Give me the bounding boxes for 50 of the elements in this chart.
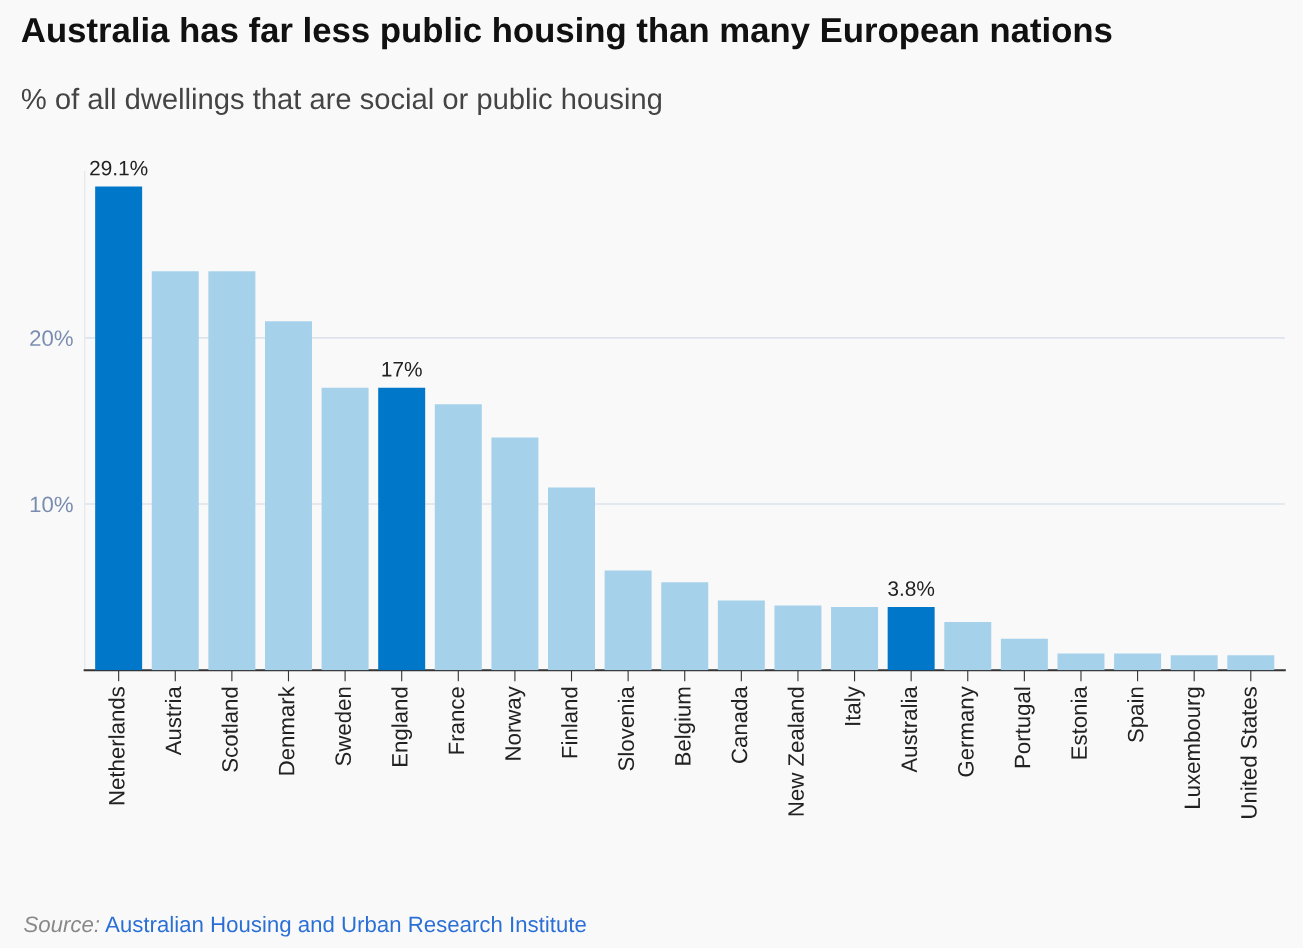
bar: [1170, 655, 1218, 671]
bar: [95, 186, 143, 671]
x-tick-label: Norway: [505, 686, 526, 760]
x-tick-label: Scotland: [221, 687, 238, 772]
bar: [264, 321, 312, 671]
bar: [208, 271, 256, 671]
data-label: 17%: [382, 361, 422, 377]
bar: [944, 622, 992, 671]
x-tick-label: Finland: [561, 687, 578, 758]
bar: [1227, 655, 1275, 671]
bar: [774, 605, 822, 671]
x-tick-label: Spain: [1127, 687, 1148, 743]
x-tick-label: France: [448, 687, 465, 754]
x-tick-label: Sweden: [334, 687, 352, 766]
bar: [1000, 638, 1048, 671]
x-tick-label: Germany: [957, 686, 979, 777]
x-tick-label: Luxembourg: [1183, 687, 1205, 808]
x-tick-label: Denmark: [278, 686, 295, 775]
bar: [1057, 653, 1105, 671]
bar: [321, 387, 369, 671]
x-tick-label: Australia: [900, 686, 918, 773]
bar: [887, 607, 935, 671]
x-tick-label: England: [391, 687, 413, 766]
x-tick-label: Austria: [164, 686, 182, 756]
x-tick-label: Belgium: [674, 687, 696, 765]
x-tick-label: Slovenia: [617, 686, 635, 771]
x-tick-label: New Zealand: [787, 687, 804, 816]
x-tick-label: Estonia: [1070, 686, 1087, 759]
x-tick-label: Canada: [730, 686, 748, 763]
bar: [378, 387, 426, 671]
data-label: 29.1%: [90, 160, 148, 176]
bar: [661, 582, 709, 671]
bar: [151, 271, 199, 671]
source-note: Source: Australian Housing and Urban Research Institute: [24, 915, 586, 937]
bar: [491, 437, 539, 671]
bar: [604, 570, 652, 671]
x-tick-label: Netherlands: [108, 687, 125, 805]
x-tick-label: Italy: [844, 686, 865, 725]
chart-subtitle: % of all dwellings that are social or public housing: [21, 87, 661, 116]
bar: [831, 607, 879, 671]
chart-title: Australia has far less public housing than many European nations: [21, 16, 1112, 50]
bar: [548, 487, 595, 671]
data-label: 3.8%: [888, 581, 935, 597]
bar: [1114, 653, 1162, 671]
x-tick-label: Portugal: [1014, 687, 1035, 768]
bar: [434, 404, 482, 671]
y-tick-label: 20%: [30, 330, 73, 347]
y-tick-label: 10%: [30, 496, 73, 513]
x-tick-label: United States: [1240, 687, 1257, 818]
bar: [717, 600, 765, 671]
